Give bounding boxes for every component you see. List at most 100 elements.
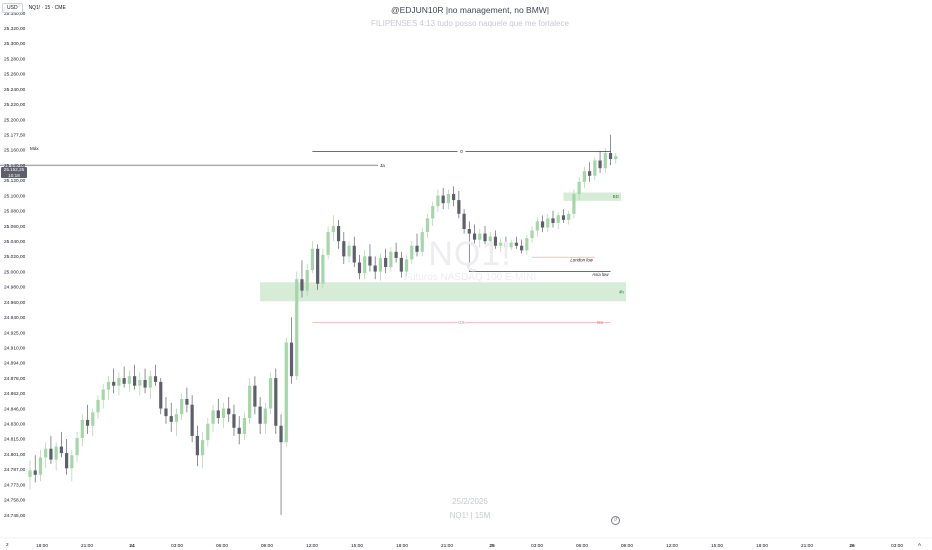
candle-body: [525, 238, 529, 251]
y-tick-label: 24.773,00: [4, 482, 26, 488]
y-tick-label: 24.745,00: [4, 513, 26, 519]
y-tick-label: 24.910,00: [4, 345, 26, 351]
candle-body: [336, 225, 341, 242]
y-tick-label: 24.801,00: [4, 452, 26, 458]
level-label: 0: [460, 149, 463, 154]
x-tick-label: 06:00: [576, 543, 588, 549]
x-tick-label: 06:00: [216, 543, 228, 549]
candle-body: [206, 423, 210, 441]
x-tick-label: 21:00: [81, 543, 93, 549]
y-tick-label: 25.060,00: [4, 224, 26, 230]
candle-body: [221, 408, 226, 419]
watermark-handle: @EDJUN10R |no management, no BMW|: [390, 5, 550, 15]
candle-body: [472, 233, 477, 240]
top-toolbar: USD NQ1! · 15 · CME: [0, 0, 66, 16]
y-tick-label: 25.320,00: [4, 26, 26, 32]
candle-body: [258, 406, 262, 424]
candle-body: [504, 242, 508, 248]
candle-body: [44, 448, 48, 458]
candle-body: [603, 152, 607, 169]
candle-body: [33, 470, 37, 475]
current-price-line-label: Ja: [380, 163, 385, 168]
candle-body: [467, 229, 471, 234]
candle-body: [608, 152, 613, 160]
candle-body: [577, 181, 581, 195]
candle-body: [54, 446, 58, 460]
replay-icon[interactable]: ↺: [611, 516, 620, 525]
candle-body: [80, 419, 84, 438]
watermark-date: 25/2/2026: [452, 497, 488, 506]
candle-body: [410, 245, 414, 260]
y-tick-label: 24.894,00: [4, 361, 26, 367]
candle-body: [452, 194, 456, 201]
candle-body: [253, 385, 257, 407]
candle-body: [75, 437, 79, 456]
y-tick-label: 24.940,00: [4, 315, 26, 321]
currency-button[interactable]: USD: [2, 3, 23, 13]
auto-scale-button[interactable]: A: [918, 542, 922, 547]
candle-body: [295, 279, 299, 377]
y-tick-label: 25.100,00: [4, 193, 26, 199]
candle-body: [59, 446, 63, 454]
price-tag-line1: 25.152,25: [3, 167, 25, 172]
candle-body: [384, 257, 388, 268]
candle-body: [284, 342, 288, 443]
y-tick-label: 24.787,00: [4, 467, 26, 473]
candle-body: [85, 419, 90, 426]
candle-body: [546, 218, 550, 228]
timezone-label[interactable]: 2: [6, 542, 9, 547]
candle-body: [174, 414, 179, 422]
candle-body: [551, 218, 555, 223]
candle-body: [242, 418, 247, 434]
current-price-tag: 25.152,25 10:18: [1, 167, 27, 178]
y-tick-label: 25.000,00: [4, 269, 26, 275]
y-tick-label: 25.040,00: [4, 239, 26, 245]
price-tag-line2: 10:18: [8, 172, 20, 178]
y-tick-label: 25.200,00: [4, 117, 26, 123]
candle-body: [561, 215, 566, 220]
candle-body: [127, 376, 131, 384]
x-tick-label: 18:00: [756, 543, 768, 549]
x-tick-label: 03:00: [891, 543, 903, 549]
candle-body: [153, 376, 158, 382]
candle-body: [378, 257, 383, 272]
x-tick-label: 03:00: [531, 543, 543, 549]
candle-body: [232, 414, 236, 428]
candle-body: [441, 195, 445, 204]
candle-body: [431, 206, 435, 219]
candle-body: [143, 379, 147, 388]
x-tick-label: 21:00: [801, 543, 813, 549]
candle-body: [540, 221, 545, 228]
candle-body: [404, 259, 409, 272]
y-tick-label: 24.980,00: [4, 285, 26, 291]
x-tick-label: 12:00: [666, 543, 678, 549]
candle-body: [70, 455, 74, 469]
candle-body: [216, 410, 220, 419]
candle-body: [530, 230, 534, 239]
y-tick-label: 25.280,00: [4, 56, 26, 62]
candle-body: [133, 376, 137, 386]
candle-body: [169, 416, 173, 422]
symbol-info[interactable]: NQ1! · 15 · CME: [28, 5, 66, 11]
candle-body: [316, 248, 320, 284]
candle-body: [520, 245, 524, 251]
candle-body: [112, 381, 116, 386]
candle-body: [274, 378, 278, 426]
candle-body: [347, 245, 351, 257]
candle-body: [363, 256, 367, 274]
candle-body: [117, 378, 121, 386]
candle-body: [331, 225, 335, 233]
watermark-symbol: NQ1!: [428, 235, 512, 273]
x-tick-label: 25: [489, 543, 495, 549]
watermark-symbol-timeframe: NQ1! | 15M: [449, 511, 491, 520]
x-tick-label: 09:00: [261, 543, 273, 549]
zone-label: BD: [613, 194, 620, 199]
candle-body: [268, 378, 273, 409]
candle-body: [483, 233, 487, 242]
y-tick-label: 25.300,00: [4, 41, 26, 47]
y-tick-label: 24.960,00: [4, 300, 26, 306]
level-label: London low: [570, 258, 593, 263]
candle-body: [598, 160, 602, 169]
max-label: Máx: [30, 146, 39, 151]
